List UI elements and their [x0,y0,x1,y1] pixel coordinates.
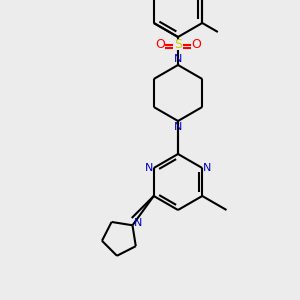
Text: N: N [174,54,182,64]
Text: N: N [174,122,182,132]
Text: S: S [174,38,182,52]
Text: O: O [155,38,165,52]
Text: N: N [145,163,153,173]
Text: O: O [191,38,201,52]
Text: N: N [203,163,212,173]
Text: N: N [134,218,143,228]
